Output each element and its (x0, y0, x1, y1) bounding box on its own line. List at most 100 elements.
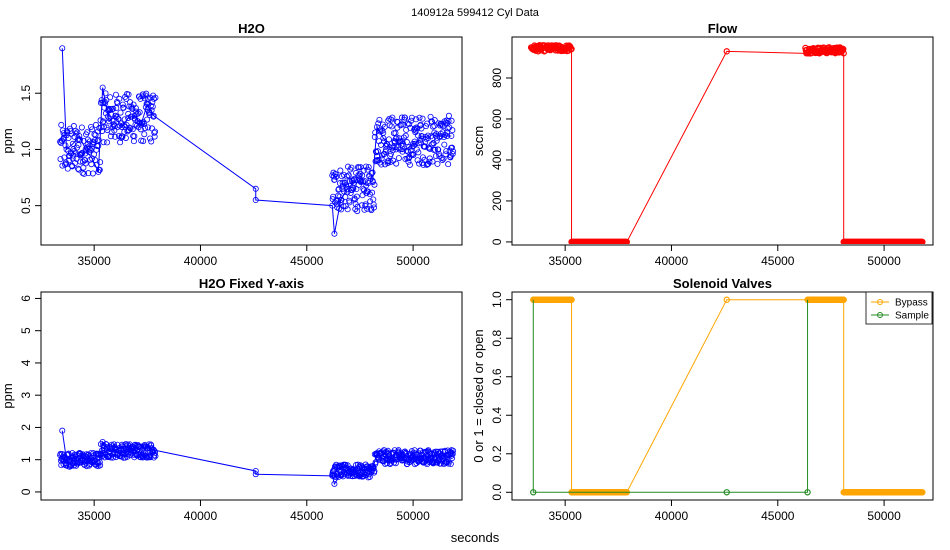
data-point (447, 461, 454, 468)
data-point (335, 192, 342, 199)
data-point (74, 129, 81, 136)
data-point (371, 204, 378, 211)
data-point (103, 124, 110, 131)
data-point (131, 447, 138, 454)
data-point (397, 122, 404, 129)
data-point (371, 181, 378, 188)
data-point (363, 467, 370, 474)
x-tick-label: 50000 (396, 254, 430, 268)
data-point (363, 182, 370, 189)
data-point (450, 447, 457, 454)
data-point (151, 129, 158, 136)
data-point (407, 147, 414, 154)
data-point (424, 453, 431, 460)
data-point (336, 193, 343, 200)
data-point (919, 489, 926, 496)
data-point (358, 202, 365, 209)
data-point (118, 450, 125, 457)
data-point (369, 189, 376, 196)
data-point (367, 198, 374, 205)
data-point (446, 124, 453, 131)
data-point (361, 206, 368, 213)
data-point (78, 124, 85, 131)
data-point (418, 452, 425, 459)
data-point (919, 238, 926, 244)
data-point (364, 205, 371, 212)
data-point (349, 177, 356, 184)
data-point (59, 162, 66, 169)
data-point (418, 125, 425, 132)
x-tick-label: 45000 (290, 254, 324, 268)
legend-marker (877, 312, 883, 318)
data-point (416, 160, 423, 167)
y-tick-label: 0.5 (19, 197, 33, 214)
data-point (330, 471, 337, 478)
series-line-sample (532, 299, 809, 493)
x-tick-label: 40000 (655, 509, 689, 523)
x-axis-label: seconds (451, 530, 500, 545)
data-point (369, 169, 376, 176)
data-point (148, 107, 155, 114)
data-point (448, 452, 455, 459)
legend-label: Bypass (895, 298, 928, 309)
data-point (99, 84, 106, 91)
data-point (416, 114, 423, 121)
data-point (405, 144, 412, 151)
data-point (65, 450, 72, 457)
data-point (415, 149, 422, 156)
data-point (432, 153, 439, 160)
data-point (100, 139, 107, 146)
data-point (125, 114, 132, 121)
y-tick-label: 1 (19, 456, 33, 463)
data-point (445, 161, 452, 168)
data-point (343, 183, 350, 190)
data-point (95, 142, 102, 149)
data-point (412, 140, 419, 147)
data-point (344, 206, 351, 213)
data-point (58, 121, 65, 128)
data-point (152, 94, 159, 101)
y-tick-label: 1.0 (19, 141, 33, 158)
data-point (148, 138, 155, 145)
data-point (436, 134, 443, 141)
data-point (439, 156, 446, 163)
data-point (112, 447, 119, 454)
data-point (128, 113, 135, 120)
data-point (78, 150, 85, 157)
x-tick-label: 50000 (867, 509, 901, 523)
data-point (449, 127, 456, 134)
data-point (335, 186, 342, 193)
data-point (329, 202, 336, 209)
y-tick-label: 1.0 (490, 291, 504, 308)
data-point (431, 129, 438, 136)
data-point (431, 122, 438, 129)
data-point (449, 451, 456, 458)
data-point (109, 117, 116, 124)
data-point (354, 465, 361, 472)
data-point (399, 457, 406, 464)
x-tick-label: 35000 (548, 254, 582, 268)
data-point (144, 95, 151, 102)
data-point (345, 172, 352, 179)
x-tick-label: 45000 (290, 509, 324, 523)
data-point (426, 158, 433, 165)
data-point (804, 489, 811, 496)
h2o-panel: H2O ppm 35000 40000 45000 50000 0.5 1.0 1.5 (0, 21, 463, 268)
data-point (417, 121, 424, 128)
data-point (377, 141, 384, 148)
x-tick-label: 35000 (548, 509, 582, 523)
data-point (151, 133, 158, 140)
data-point (125, 91, 132, 98)
data-point (389, 147, 396, 154)
data-point (433, 137, 440, 144)
data-point (140, 138, 147, 145)
data-point (90, 139, 97, 146)
data-point (76, 452, 83, 459)
data-point (403, 139, 410, 146)
chart-title: Solenoid Valves (673, 276, 772, 291)
plot-area (527, 42, 926, 244)
data-point (445, 112, 452, 119)
y-tick-label: 400 (490, 150, 504, 170)
plot-frame (511, 36, 934, 246)
data-point (137, 449, 144, 456)
